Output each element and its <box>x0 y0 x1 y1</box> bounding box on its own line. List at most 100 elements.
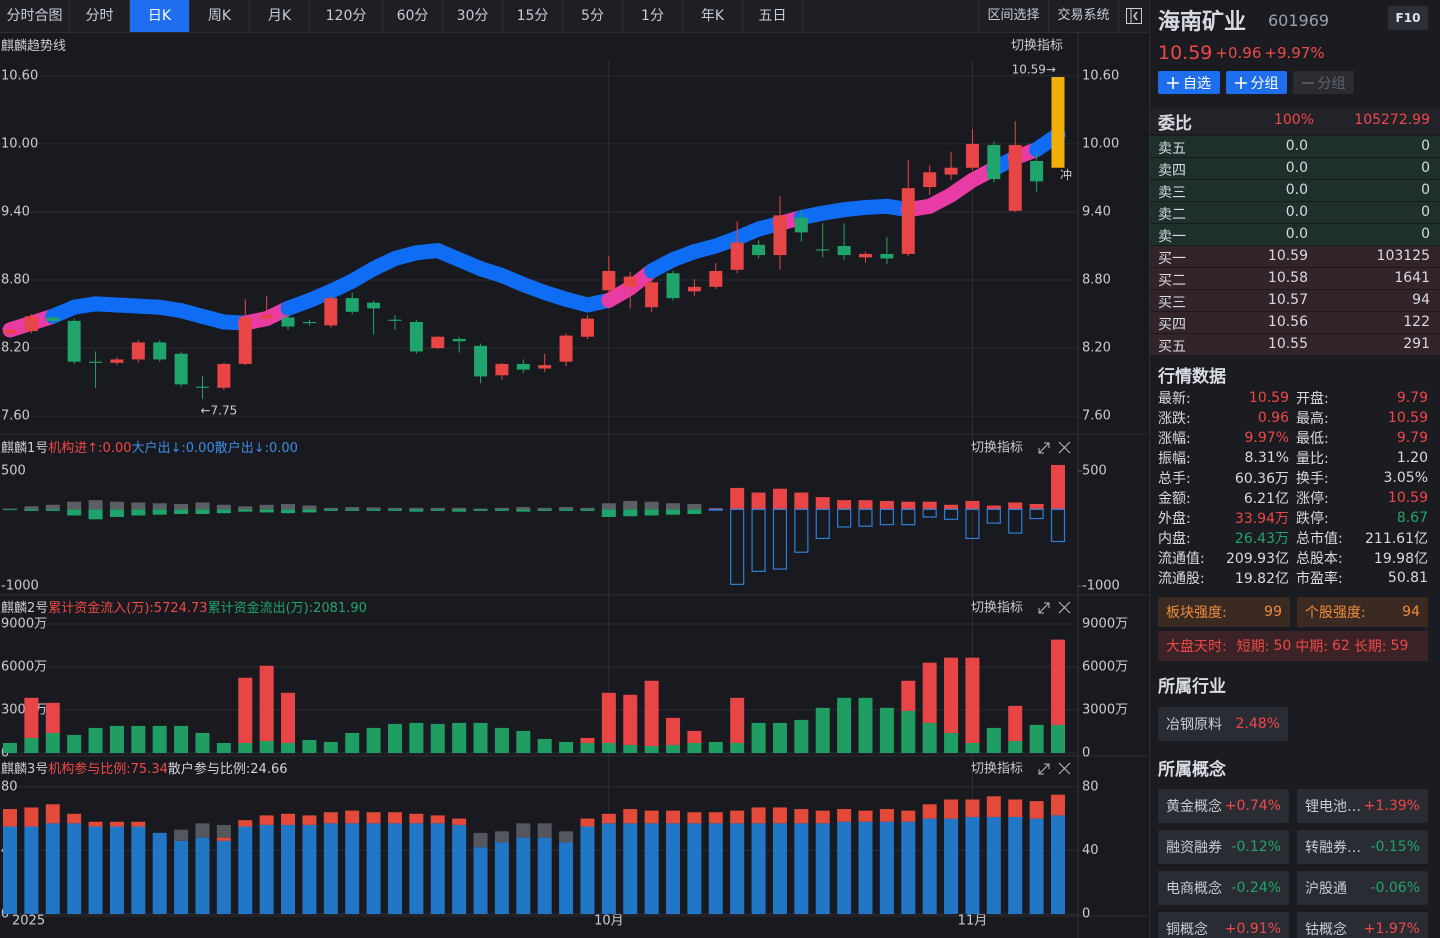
quote-label: 总股本: <box>1296 551 1343 567</box>
bar <box>922 722 937 753</box>
action-button[interactable]: 分组 <box>1293 71 1354 94</box>
bar <box>751 492 766 510</box>
concept-name: 沪股通 <box>1305 881 1347 897</box>
bar <box>580 742 595 753</box>
toggle-indicator[interactable]: 切换指标 <box>971 762 1023 777</box>
bar <box>751 508 766 572</box>
bar <box>302 739 317 753</box>
bar <box>687 742 702 753</box>
section-title: 行情数据 <box>1158 367 1226 387</box>
concept-box[interactable]: 钴概念 +1.97% <box>1297 912 1428 938</box>
strength-box[interactable]: 个股强度: 94 <box>1297 597 1428 627</box>
concept-change: -0.06% <box>1370 880 1420 896</box>
bar <box>195 823 210 838</box>
bar <box>965 657 980 743</box>
candle-body <box>324 298 338 326</box>
bar <box>1051 639 1065 725</box>
expand-icon[interactable] <box>1038 442 1050 454</box>
stock-name: 海南矿业 <box>1158 10 1247 35</box>
bar <box>494 509 509 511</box>
period-tab[interactable]: 年K <box>683 0 743 32</box>
period-tab[interactable]: 1分 <box>623 0 683 32</box>
period-tab[interactable]: 120分 <box>310 0 383 32</box>
collapse-button[interactable] <box>1118 0 1148 32</box>
period-tab[interactable]: 周K <box>190 0 250 32</box>
x-tick-label: 2025 <box>12 914 45 929</box>
period-tab[interactable]: 30分 <box>443 0 503 32</box>
close-icon[interactable] <box>1058 441 1071 454</box>
concept-box[interactable]: 锂电池… +1.39% <box>1297 789 1428 823</box>
concept-name: 铜概念 <box>1166 922 1208 938</box>
expand-icon[interactable] <box>1038 763 1050 775</box>
toggle-indicator[interactable]: 切换指标 <box>1011 39 1063 54</box>
strength-value: 99 <box>1264 604 1282 620</box>
action-button[interactable]: 分组 <box>1226 71 1287 94</box>
period-tab[interactable]: 五日 <box>743 0 803 32</box>
tool-button[interactable]: 交易系统 <box>1048 0 1118 32</box>
bar <box>666 744 681 753</box>
f10-button[interactable]: F10 <box>1388 6 1428 30</box>
bar <box>644 501 659 510</box>
toggle-indicator[interactable]: 切换指标 <box>971 601 1023 616</box>
strength-box[interactable]: 板块强度: 99 <box>1158 597 1290 627</box>
plus-icon <box>1167 76 1179 89</box>
bar <box>1050 508 1066 543</box>
tool-button[interactable]: 区间选择 <box>978 0 1048 32</box>
period-tab[interactable]: 日K <box>130 0 190 32</box>
period-tab[interactable]: 月K <box>250 0 310 32</box>
period-tab[interactable]: 分时合图 <box>0 0 70 32</box>
concept-change: -0.12% <box>1231 839 1281 855</box>
concept-box[interactable]: 电商概念 -0.24% <box>1158 871 1289 905</box>
indicator-title: 麒麟1号 <box>1 440 48 456</box>
close-icon[interactable] <box>1058 601 1071 614</box>
concept-name: 融资融券 <box>1166 840 1222 856</box>
concept-box[interactable]: 黄金概念 +0.74% <box>1158 789 1289 823</box>
quote-value: 19.98亿 <box>1373 551 1428 567</box>
bar <box>131 821 146 827</box>
concept-box[interactable]: 铜概念 +0.91% <box>1158 912 1289 938</box>
market-term-label: 中期: <box>1295 639 1328 655</box>
industry-box[interactable]: 冶钢原料 2.48% <box>1158 707 1288 741</box>
y-tick-label: 7.60 <box>1 409 30 424</box>
period-tab[interactable]: 5分 <box>563 0 623 32</box>
quote-cell: 总手: 60.36万 <box>1158 468 1289 488</box>
concept-box[interactable]: 沪股通 -0.06% <box>1297 871 1428 905</box>
period-tab[interactable]: 15分 <box>503 0 563 32</box>
close-icon[interactable] <box>1058 762 1071 775</box>
bar <box>24 506 39 510</box>
toggle-indicator[interactable]: 切换指标 <box>971 441 1023 456</box>
candle-body <box>46 317 60 321</box>
y-tick-label: 500 <box>1 464 26 479</box>
concept-box[interactable]: 融资融券 -0.12% <box>1158 830 1289 864</box>
candle-body <box>880 253 894 259</box>
bar <box>837 809 852 822</box>
order-book-row: 买四 10.56 122 <box>1150 312 1440 334</box>
period-tab[interactable]: 60分 <box>383 0 443 32</box>
bar <box>452 824 467 914</box>
bar <box>259 740 274 753</box>
bar <box>494 727 509 753</box>
bar <box>430 823 445 914</box>
bar <box>238 826 253 914</box>
section-title: 所属概念 <box>1158 760 1226 780</box>
quote-label: 最低: <box>1296 431 1329 447</box>
expand-icon[interactable] <box>1038 602 1050 614</box>
quote-value: 209.93亿 <box>1226 551 1289 567</box>
industry-name: 冶钢原料 <box>1166 717 1222 733</box>
market-box: 大盘天时: 短期: 50 中期: 62 长期: 59 <box>1158 631 1428 661</box>
bar <box>109 725 124 753</box>
indicator-title: 麒麟趋势线 <box>1 38 66 54</box>
bar <box>623 509 638 517</box>
concept-box[interactable]: 转融券… -0.15% <box>1297 830 1428 864</box>
period-tab[interactable]: 分时 <box>70 0 130 32</box>
bar <box>815 508 830 540</box>
action-button[interactable]: 自选 <box>1158 71 1220 94</box>
bar <box>1008 705 1023 741</box>
bar <box>837 821 852 914</box>
bar <box>24 509 39 511</box>
bar <box>216 840 231 914</box>
quote-value: 3.05% <box>1383 470 1428 486</box>
bar <box>986 505 1001 510</box>
bar <box>88 727 103 753</box>
bar <box>174 509 189 514</box>
